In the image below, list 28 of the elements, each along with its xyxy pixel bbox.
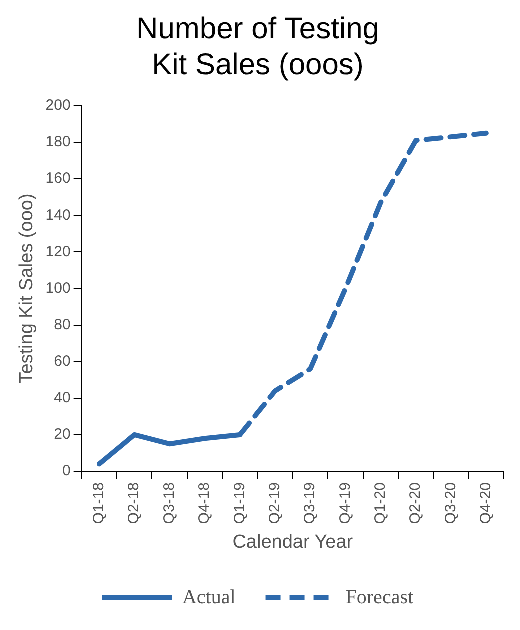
x-tick-label: Q4-20 (478, 482, 495, 524)
x-tick-label: Q2-18 (126, 482, 143, 524)
y-tick-label: 0 (62, 462, 71, 480)
x-axis-title: Calendar Year (232, 532, 354, 553)
y-tick-label: 140 (46, 206, 71, 224)
x-tick-label: Q1-20 (372, 482, 390, 524)
x-tick-label: Q3-18 (160, 482, 178, 524)
y-tick-label: 200 (46, 97, 71, 114)
y-tick-label: 120 (46, 243, 71, 260)
y-tick-label: 180 (46, 134, 71, 151)
y-tick-label: 40 (54, 390, 71, 407)
legend-label: Actual (182, 586, 236, 608)
x-tick-label: Q1-18 (90, 482, 108, 524)
chart-title: Number of Testing Kit Sales (ooos) (136, 12, 380, 82)
y-tick-label: 100 (46, 280, 71, 297)
x-tick-label: Q2-19 (266, 482, 284, 524)
x-tick-label: Q3-20 (442, 482, 460, 524)
y-axis-title: Testing Kit Sales (ooo) (16, 194, 38, 384)
x-tick-label: Q3-19 (302, 482, 319, 524)
y-tick-label: 60 (54, 353, 71, 370)
legend-label: Forecast (346, 586, 414, 608)
y-tick-label: 160 (46, 170, 71, 188)
x-tick-label: Q2-20 (407, 482, 424, 524)
x-tick-label: Q4-19 (336, 482, 354, 524)
y-tick-label: 80 (54, 316, 71, 334)
y-tick-label: 20 (54, 426, 71, 444)
x-tick-label: Q4-18 (196, 482, 214, 524)
x-tick-label: Q1-19 (231, 482, 248, 524)
